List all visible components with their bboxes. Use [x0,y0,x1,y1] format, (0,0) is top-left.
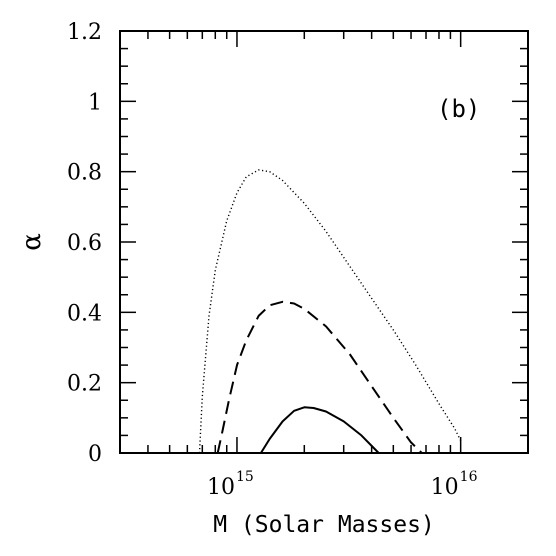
x-axis-label: M (Solar Masses) [213,512,435,538]
y-tick-label: 0.2 [67,372,102,397]
series-line-dotted [198,169,463,454]
x-tick-label-base: 10 [207,475,235,500]
data-series [198,169,463,454]
y-tick-label: 0 [88,442,102,467]
x-tick-label-exponent: 15 [236,469,254,485]
y-axis-label: α [17,233,47,251]
tick-labels: 00.20.40.60.811.210 15 10 16 [67,20,478,500]
y-tick-label: 1 [88,90,102,115]
y-tick-label: 1.2 [67,20,102,45]
series-line-solid [260,406,380,454]
y-tick-label: 0.8 [67,161,102,186]
x-tick-label-base: 10 [431,475,459,500]
axis-ticks [119,30,529,454]
series-line-dashed [216,300,423,454]
y-tick-label: 0.6 [67,231,102,256]
x-tick-label-exponent: 16 [460,469,478,485]
panel-label: (b) [437,95,480,123]
y-tick-label: 0.4 [67,301,102,326]
